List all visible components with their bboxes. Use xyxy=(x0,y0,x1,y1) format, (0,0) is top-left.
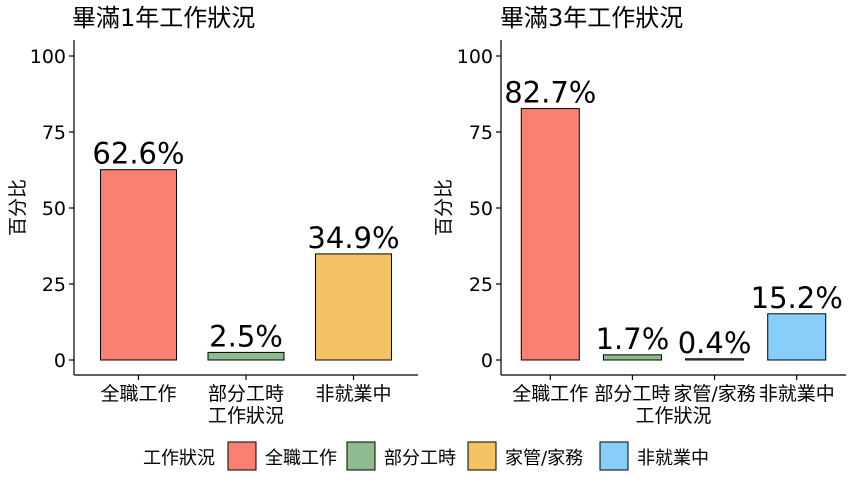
panel2-x-tick-label-3: 家管/家務 xyxy=(673,383,755,405)
legend-label-4: 非就業中 xyxy=(637,448,709,469)
panel1-y-tick-label: 0 xyxy=(54,350,66,372)
panel1-bar-1 xyxy=(100,169,177,361)
panel2-x-tick-label-2: 部分工時 xyxy=(594,383,670,405)
panel2-value-label-3: 0.4% xyxy=(678,326,752,360)
panel1-value-label-3: 34.9% xyxy=(307,221,399,255)
panel2-bar-2 xyxy=(602,354,662,361)
legend-key-3 xyxy=(467,441,497,471)
panel1-y-tick-label: 100 xyxy=(30,46,66,68)
panel1-y-tick-label: 75 xyxy=(42,122,66,144)
panel2-x-tick-label-1: 全職工作 xyxy=(512,383,588,405)
panel1-value-label-2: 2.5% xyxy=(209,319,283,353)
panel2-chart-title: 畢滿3年工作狀況 xyxy=(500,4,683,32)
panel2-bar-4 xyxy=(767,313,827,361)
legend-title: 工作狀況 xyxy=(143,448,215,469)
legend-key-2 xyxy=(346,441,376,471)
legend-key-4 xyxy=(599,441,629,471)
panel2-y-tick-label: 0 xyxy=(481,350,493,372)
panel2-value-label-4: 15.2% xyxy=(751,281,843,315)
panel2-y-tick-label: 50 xyxy=(469,198,493,220)
panel2-bar-1 xyxy=(520,108,580,361)
panel2-y-tick-label: 100 xyxy=(457,46,493,68)
panel2-value-label-1: 82.7% xyxy=(504,76,596,110)
panel2-y-axis-label: 百分比 xyxy=(433,179,455,236)
legend-label-2: 部分工時 xyxy=(384,448,456,469)
panel2-y-tick-label: 25 xyxy=(469,274,493,296)
panel1-value-label-1: 62.6% xyxy=(92,137,184,171)
panel2-x-tick-label-4: 非就業中 xyxy=(759,383,835,405)
panel1-y-tick-label: 50 xyxy=(42,198,66,220)
panel1-y-axis-label: 百分比 xyxy=(7,179,29,236)
panel2-y-tick-label: 75 xyxy=(469,122,493,144)
panel1-x-tick-label-2-line2: 工作狀況 xyxy=(208,405,284,427)
legend-key-1 xyxy=(227,441,257,471)
panel1-chart-title: 畢滿1年工作狀況 xyxy=(72,4,255,32)
panel2-bar-3 xyxy=(685,358,745,361)
panel1-x-tick-label-2-line1: 部分工時 xyxy=(208,383,284,405)
panel1-x-tick-label-1: 全職工作 xyxy=(100,383,176,405)
panel2-value-label-2: 1.7% xyxy=(596,322,670,356)
panel1-bar-3 xyxy=(315,253,392,361)
panel1-y-tick-label: 25 xyxy=(42,274,66,296)
panel2-x-axis-label: 工作狀況 xyxy=(635,405,711,427)
legend-label-3: 家管/家務 xyxy=(505,448,583,469)
panel1-bar-2 xyxy=(207,351,285,361)
legend-label-1: 全職工作 xyxy=(265,448,337,469)
panel1-x-tick-label-3: 非就業中 xyxy=(315,383,391,405)
